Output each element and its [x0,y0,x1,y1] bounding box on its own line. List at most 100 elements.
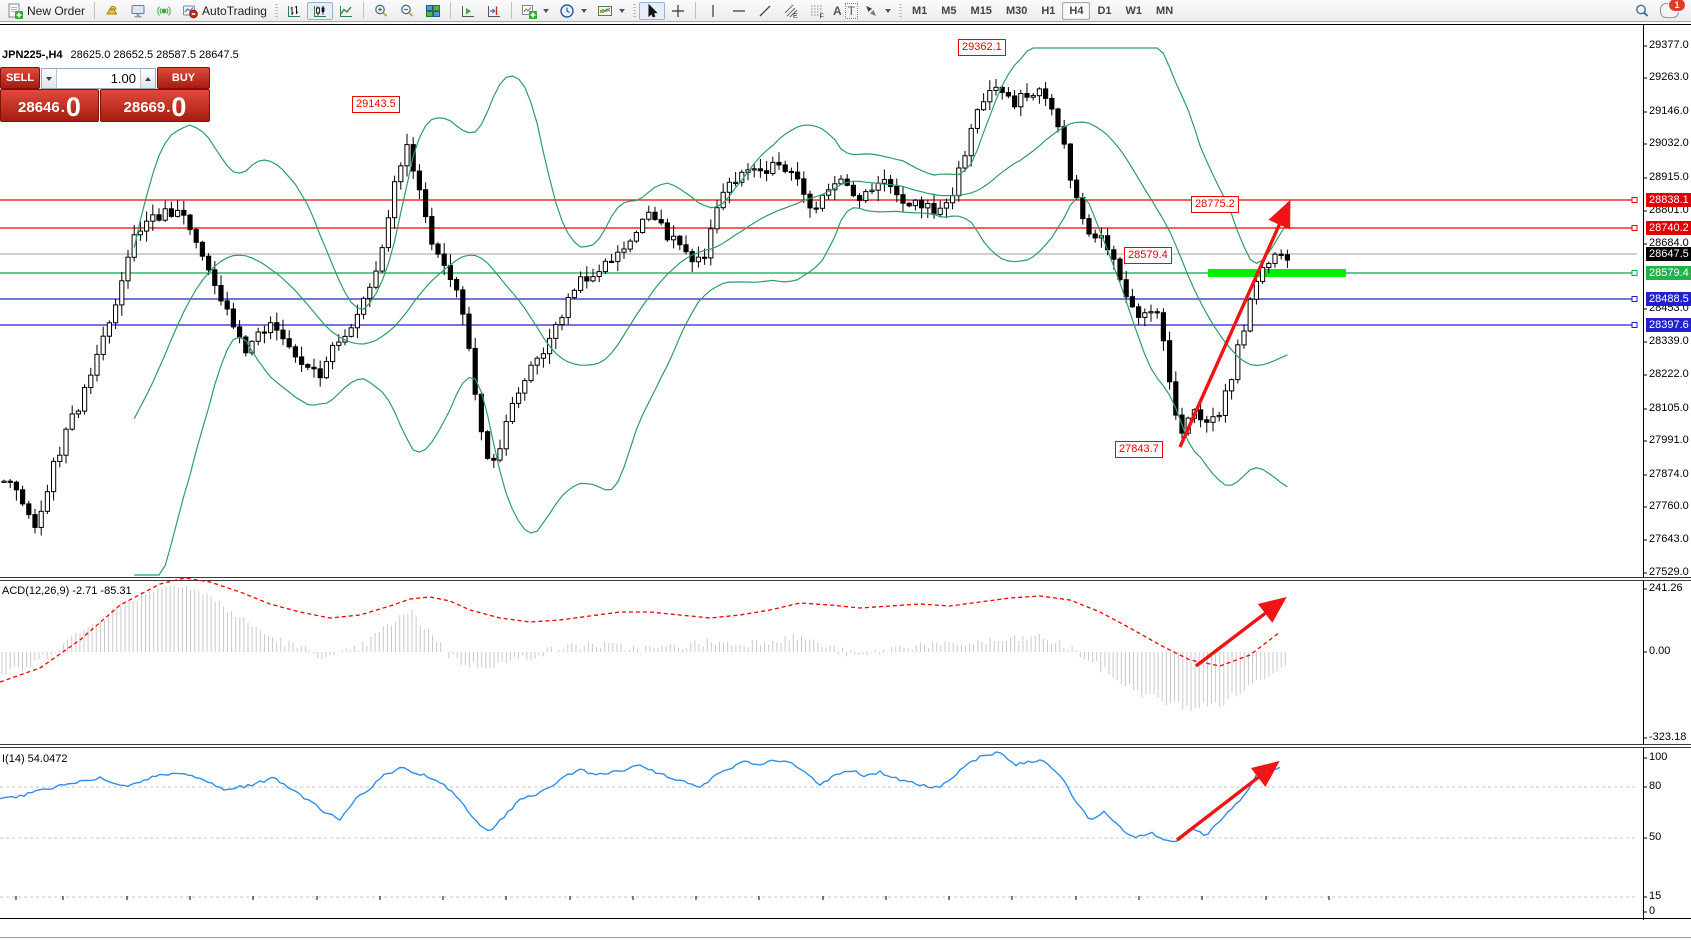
price-annotation[interactable]: 28579.4 [1124,247,1172,264]
zoom-out-button[interactable] [394,2,420,20]
rsi-panel-divider[interactable] [0,744,1691,748]
price-axis-tick: 0 [1649,905,1656,917]
chart-plot-surface[interactable] [0,22,1691,940]
sell-price-button[interactable]: 28646. 0 [0,89,99,122]
price-level-badge: 28488.5 [1646,292,1691,306]
price-level-badge: 28838.1 [1646,193,1691,207]
terminal-button[interactable] [125,2,151,20]
periods-clock-icon [560,3,574,18]
timeframe-button-h4[interactable]: H4 [1062,1,1091,20]
chart-frame-top [0,24,1691,25]
price-axis-tick: 28105.0 [1649,402,1689,414]
price-axis-tick: 28915.0 [1649,171,1689,183]
signal-button[interactable] [151,2,177,20]
main-toolbar: New Order AutoTrading [0,0,1691,22]
line-chart-mode-button[interactable] [333,2,359,20]
text-tool-button[interactable]: A [832,3,842,18]
vertical-line-tool-button[interactable] [700,2,726,20]
vertical-line-icon [712,4,714,17]
buy-button[interactable]: BUY [157,67,210,89]
gold-icon [106,5,118,14]
volume-increase-button[interactable] [140,69,155,88]
templates-icon [597,5,612,16]
toolbar-grip [274,3,278,18]
price-axis-tick: 29263.0 [1649,71,1689,83]
new-order-button[interactable]: New Order [2,2,90,20]
volume-control [41,68,156,89]
price-annotation[interactable]: 27843.7 [1115,441,1163,458]
svg-text:E: E [793,13,798,19]
price-annotation[interactable]: 29362.1 [958,39,1006,56]
time-axis-border [0,918,1691,919]
fibonacci-tool-button[interactable]: F [804,2,830,20]
price-axis-tick: 28801.0 [1649,204,1689,216]
zoom-in-icon [375,4,388,17]
timeframe-button-w1[interactable]: W1 [1125,4,1143,17]
zoom-in-button[interactable] [368,2,394,20]
equidistant-channel-icon: E [784,4,798,19]
svg-text:F: F [819,13,823,19]
timeframe-button-h1[interactable]: H1 [1041,4,1056,17]
horizontal-line-tool-button[interactable] [726,2,752,20]
support-highlight-bar[interactable] [1208,269,1346,277]
buy-price-button[interactable]: 28669. 0 [100,89,210,122]
macd-panel-divider[interactable] [0,577,1691,581]
crosshair-tool-button[interactable] [665,2,691,20]
price-annotation[interactable]: 28775.2 [1191,196,1239,213]
price-axis-tick: 15 [1649,890,1662,902]
price-axis-tick: 27991.0 [1649,434,1689,446]
search-icon[interactable] [1634,3,1650,19]
timeframe-button-mn[interactable]: MN [1156,4,1174,17]
notification-badge: 1 [1668,0,1686,12]
indicators-button[interactable] [516,2,554,20]
tile-windows-button[interactable] [420,2,446,20]
volume-input[interactable] [57,69,140,88]
price-axis-tick: 27529.0 [1649,566,1689,578]
periods-dropdown-caret [580,8,587,13]
timeframe-button-m30[interactable]: M30 [1005,4,1028,17]
trend-arrows[interactable] [1175,199,1291,842]
templates-dropdown-caret [618,8,625,13]
price-axis-tick: 27760.0 [1649,500,1689,512]
candlestick-icon [313,5,326,17]
deposit-button[interactable] [99,2,125,20]
chart-shift-icon [487,5,500,17]
timeframe-button-m1[interactable]: M1 [911,4,928,17]
bar-chart-mode-button[interactable] [281,2,307,20]
new-order-icon [8,3,23,19]
trendline-icon [759,5,771,16]
timeframe-group: M1 M5 M15 M30 H1 H4 D1 W1 MN [905,1,1180,20]
notifications-chat-icon[interactable]: 1 [1660,0,1686,18]
buy-price: 28669. 0 [123,92,187,122]
new-order-label: New Order [27,3,86,18]
price-annotation[interactable]: 29143.5 [352,96,400,113]
chart-shift-button[interactable] [481,2,507,20]
timeframe-button-m5[interactable]: M5 [941,4,957,17]
chart-window: JPN225-,H4 28625.0 28652.5 28587.5 28647.… [0,22,1691,940]
arrow-objects-icon [865,5,876,16]
autotrading-label: AutoTrading [202,3,267,18]
periods-button[interactable] [554,2,592,20]
trendline-tool-button[interactable] [752,2,778,20]
text-label-tool-button[interactable]: T [844,2,858,19]
price-axis-tick: 29032.0 [1649,137,1689,149]
auto-scroll-icon [461,5,474,17]
price-axis-tick: 50 [1649,831,1662,843]
candlestick-mode-button[interactable] [306,1,333,20]
sell-button[interactable]: SELL [0,67,40,89]
timeframe-button-m15[interactable]: M15 [970,4,992,17]
price-axis-tick: 28339.0 [1649,335,1689,347]
chart-ohlc-readout: JPN225-,H4 28625.0 28652.5 28587.5 28647.… [2,49,239,61]
auto-scroll-button[interactable] [455,2,481,20]
cursor-tool-button[interactable] [638,1,665,20]
templates-button[interactable] [592,2,630,20]
channel-tool-button[interactable]: E [778,2,804,20]
volume-decrease-button[interactable] [42,69,57,88]
horizontal-levels[interactable] [0,197,1638,328]
arrows-tool-button[interactable] [858,2,896,20]
fibonacci-icon: F [810,5,824,19]
timeframe-button-d1[interactable]: D1 [1097,4,1112,17]
down-arrow-icon [46,76,52,81]
up-arrow-icon [145,76,151,81]
autotrading-button[interactable]: AutoTrading [177,2,272,20]
